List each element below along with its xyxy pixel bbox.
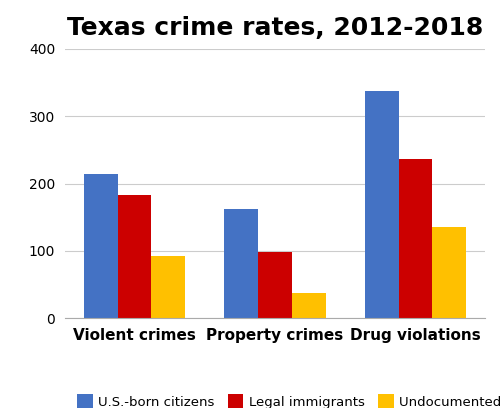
Title: Texas crime rates, 2012-2018: Texas crime rates, 2012-2018: [67, 16, 483, 40]
Bar: [84, 173, 118, 318]
Legend: U.S.-born citizens, Legal immigrants, Undocumented immigrants: U.S.-born citizens, Legal immigrants, Un…: [72, 389, 500, 408]
Bar: [292, 293, 326, 318]
Bar: [224, 208, 258, 318]
Bar: [118, 195, 152, 318]
Bar: [152, 256, 185, 318]
Bar: [365, 91, 398, 318]
Bar: [432, 227, 466, 318]
Bar: [258, 252, 292, 318]
Bar: [398, 160, 432, 318]
